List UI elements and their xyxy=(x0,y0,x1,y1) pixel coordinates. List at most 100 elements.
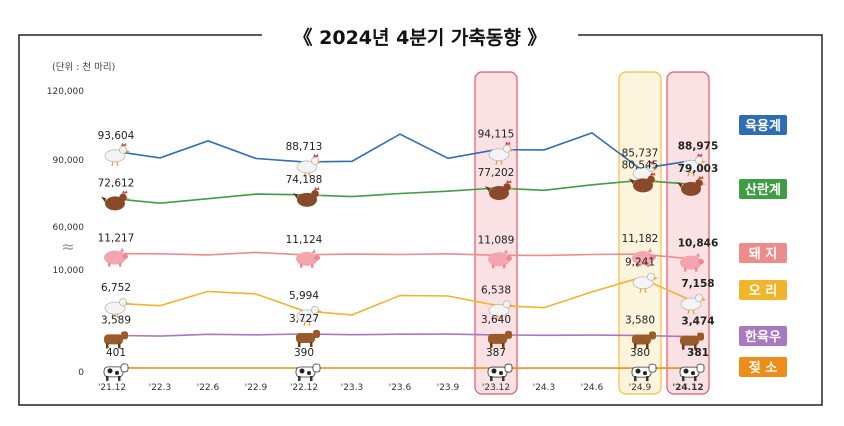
cow-icon xyxy=(104,331,128,349)
title-background xyxy=(262,22,578,50)
data-label: 3,589 xyxy=(101,314,131,326)
chicken-icon xyxy=(296,153,322,178)
legend-badge-0 xyxy=(739,115,787,135)
x-tick-label: '23.6 xyxy=(389,383,412,393)
cow-icon xyxy=(296,329,320,347)
chicken-icon xyxy=(488,141,514,165)
data-label: 80,545 xyxy=(622,159,659,171)
duck-icon xyxy=(680,293,706,315)
hen-icon xyxy=(485,180,514,201)
highlight-column-0 xyxy=(474,71,518,395)
data-label: 401 xyxy=(106,347,126,359)
legend-label: 산란계 xyxy=(745,182,781,198)
legend-label: 육용계 xyxy=(745,118,781,134)
legend-badge-5 xyxy=(739,357,787,377)
legend-badge-2 xyxy=(739,243,787,263)
x-tick-label: '23.3 xyxy=(341,383,364,393)
legend-badge-3 xyxy=(739,280,787,300)
hen-icon xyxy=(677,175,706,196)
data-label: 11,217 xyxy=(98,233,135,245)
data-label: 3,640 xyxy=(481,314,511,326)
y-tick-label: 10,000 xyxy=(53,266,85,276)
pig-icon xyxy=(632,248,656,268)
hen-icon xyxy=(629,172,658,193)
x-tick-label: '22.9 xyxy=(245,383,268,393)
duck-icon xyxy=(632,272,658,293)
data-label: 5,994 xyxy=(289,290,319,302)
y-tick-label: 60,000 xyxy=(53,223,85,233)
x-tick-label: '24.9 xyxy=(629,383,652,393)
data-label: 390 xyxy=(294,347,314,359)
dairy-cow-icon xyxy=(295,363,321,382)
data-label: 387 xyxy=(486,347,506,359)
hen-icon xyxy=(293,186,322,207)
legend-badge-1 xyxy=(739,179,787,199)
highlight-column-1 xyxy=(618,71,662,395)
pig-icon xyxy=(680,252,704,272)
x-tick-label: '23.9 xyxy=(437,383,460,393)
series-line-3 xyxy=(111,276,689,316)
data-label: 88,975 xyxy=(678,140,719,152)
x-tick-label: '24.3 xyxy=(533,383,556,393)
series-line-0 xyxy=(111,132,689,170)
legend-label: 오 리 xyxy=(749,283,777,299)
data-label: 94,115 xyxy=(478,129,515,141)
pig-icon xyxy=(104,247,128,267)
unit-label: (단위 : 천 마리) xyxy=(52,61,115,73)
hen-icon xyxy=(101,190,130,211)
legend-label: 한육우 xyxy=(745,329,781,345)
x-tick-label: '22.3 xyxy=(149,383,172,393)
data-label: 79,003 xyxy=(678,163,719,175)
data-label: 11,182 xyxy=(622,233,659,245)
data-label: 11,089 xyxy=(478,234,515,246)
data-label: 3,474 xyxy=(681,316,714,328)
pig-icon xyxy=(296,248,320,268)
y-tick-label: 120,000 xyxy=(47,87,84,97)
series-line-4 xyxy=(111,333,689,338)
series-line-1 xyxy=(111,179,689,205)
data-label: 6,752 xyxy=(101,282,131,294)
data-label: 381 xyxy=(687,347,709,359)
data-label: 10,846 xyxy=(678,238,719,250)
highlight-column-2 xyxy=(666,71,710,395)
pig-icon xyxy=(488,249,512,269)
data-label: 380 xyxy=(630,347,650,359)
x-tick-label: '23.12 xyxy=(482,383,510,393)
x-tick-label: '22.12 xyxy=(290,383,318,393)
series-line-2 xyxy=(111,251,689,260)
cow-icon xyxy=(680,332,704,350)
chicken-icon xyxy=(680,153,706,177)
duck-icon xyxy=(296,305,322,327)
legend-label: 돼 지 xyxy=(749,246,777,262)
data-label: 72,612 xyxy=(98,177,135,189)
legend-label: 젖 소 xyxy=(749,361,777,376)
duck-icon xyxy=(104,298,130,319)
cow-icon xyxy=(632,331,656,349)
chicken-icon xyxy=(104,142,130,166)
data-label: 11,124 xyxy=(286,234,323,246)
data-label: 85,737 xyxy=(622,148,659,160)
data-label: 93,604 xyxy=(98,130,135,142)
chart-title: 《 2024년 4분기 가축동향 》 xyxy=(294,26,547,49)
cow-icon xyxy=(488,330,512,348)
data-label: 9,241 xyxy=(625,257,655,269)
duck-icon xyxy=(488,300,514,321)
data-label: 74,188 xyxy=(286,174,323,186)
y-tick-label: 0 xyxy=(78,368,84,378)
data-label: 6,538 xyxy=(481,284,511,296)
data-label: 3,580 xyxy=(625,314,655,326)
dairy-cow-icon xyxy=(487,363,513,382)
dairy-cow-icon xyxy=(679,363,705,382)
data-label: 7,158 xyxy=(681,278,714,290)
dairy-cow-icon xyxy=(631,363,657,382)
data-label: 3,727 xyxy=(289,313,319,325)
x-tick-label: '24.6 xyxy=(581,383,604,393)
y-tick-label: 90,000 xyxy=(53,156,85,166)
x-tick-label: '22.6 xyxy=(197,383,220,393)
x-tick-label: '24.12 xyxy=(672,383,703,393)
axis-break-icon: ≈ xyxy=(61,237,74,256)
x-tick-label: '21.12 xyxy=(98,383,126,393)
data-label: 77,202 xyxy=(478,167,515,179)
data-label: 88,713 xyxy=(286,141,323,153)
